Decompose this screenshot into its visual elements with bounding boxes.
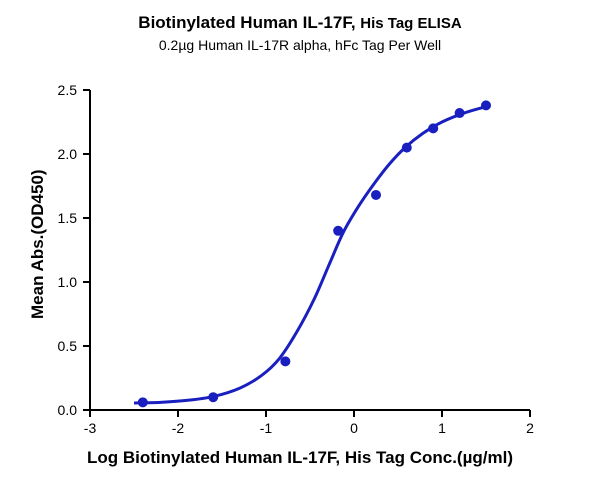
data-point-marker bbox=[334, 226, 343, 235]
data-point-marker bbox=[482, 101, 491, 110]
x-tick-label: 2 bbox=[526, 420, 534, 436]
y-tick-label: 0.5 bbox=[58, 338, 78, 354]
x-tick-label: -2 bbox=[172, 420, 185, 436]
data-point-marker bbox=[372, 190, 381, 199]
x-axis-label: Log Biotinylated Human IL-17F, His Tag C… bbox=[0, 448, 600, 468]
data-point-marker bbox=[209, 393, 218, 402]
data-point-marker bbox=[402, 143, 411, 152]
data-point-marker bbox=[429, 124, 438, 133]
chart-title: Biotinylated Human IL-17F, His Tag ELISA bbox=[0, 12, 600, 34]
chart-subtitle: 0.2µg Human IL-17R alpha, hFc Tag Per We… bbox=[0, 36, 600, 54]
page-root: Biotinylated Human IL-17F, His Tag ELISA… bbox=[0, 0, 600, 501]
y-tick-label: 1.5 bbox=[58, 210, 78, 226]
y-tick-label: 2.0 bbox=[58, 146, 78, 162]
data-point-marker bbox=[138, 398, 147, 407]
x-tick-label: 1 bbox=[438, 420, 446, 436]
chart-svg: -3-2-10120.00.51.01.52.02.5 bbox=[90, 90, 530, 410]
y-tick-label: 1.0 bbox=[58, 274, 78, 290]
x-tick-label: 0 bbox=[350, 420, 358, 436]
y-tick-label: 2.5 bbox=[58, 82, 78, 98]
x-tick-label: -3 bbox=[84, 420, 97, 436]
fit-curve bbox=[134, 107, 486, 403]
title-part-a: Biotinylated Human IL-17F, bbox=[138, 13, 360, 32]
title-part-b: His Tag ELISA bbox=[360, 15, 461, 32]
data-point-marker bbox=[281, 357, 290, 366]
plot-area: -3-2-10120.00.51.01.52.02.5 bbox=[90, 90, 530, 410]
x-tick-label: -1 bbox=[260, 420, 273, 436]
chart-title-block: Biotinylated Human IL-17F, His Tag ELISA… bbox=[0, 12, 600, 54]
y-tick-label: 0.0 bbox=[58, 402, 78, 418]
data-point-marker bbox=[455, 109, 464, 118]
y-axis-label: Mean Abs.(OD450) bbox=[28, 169, 48, 319]
